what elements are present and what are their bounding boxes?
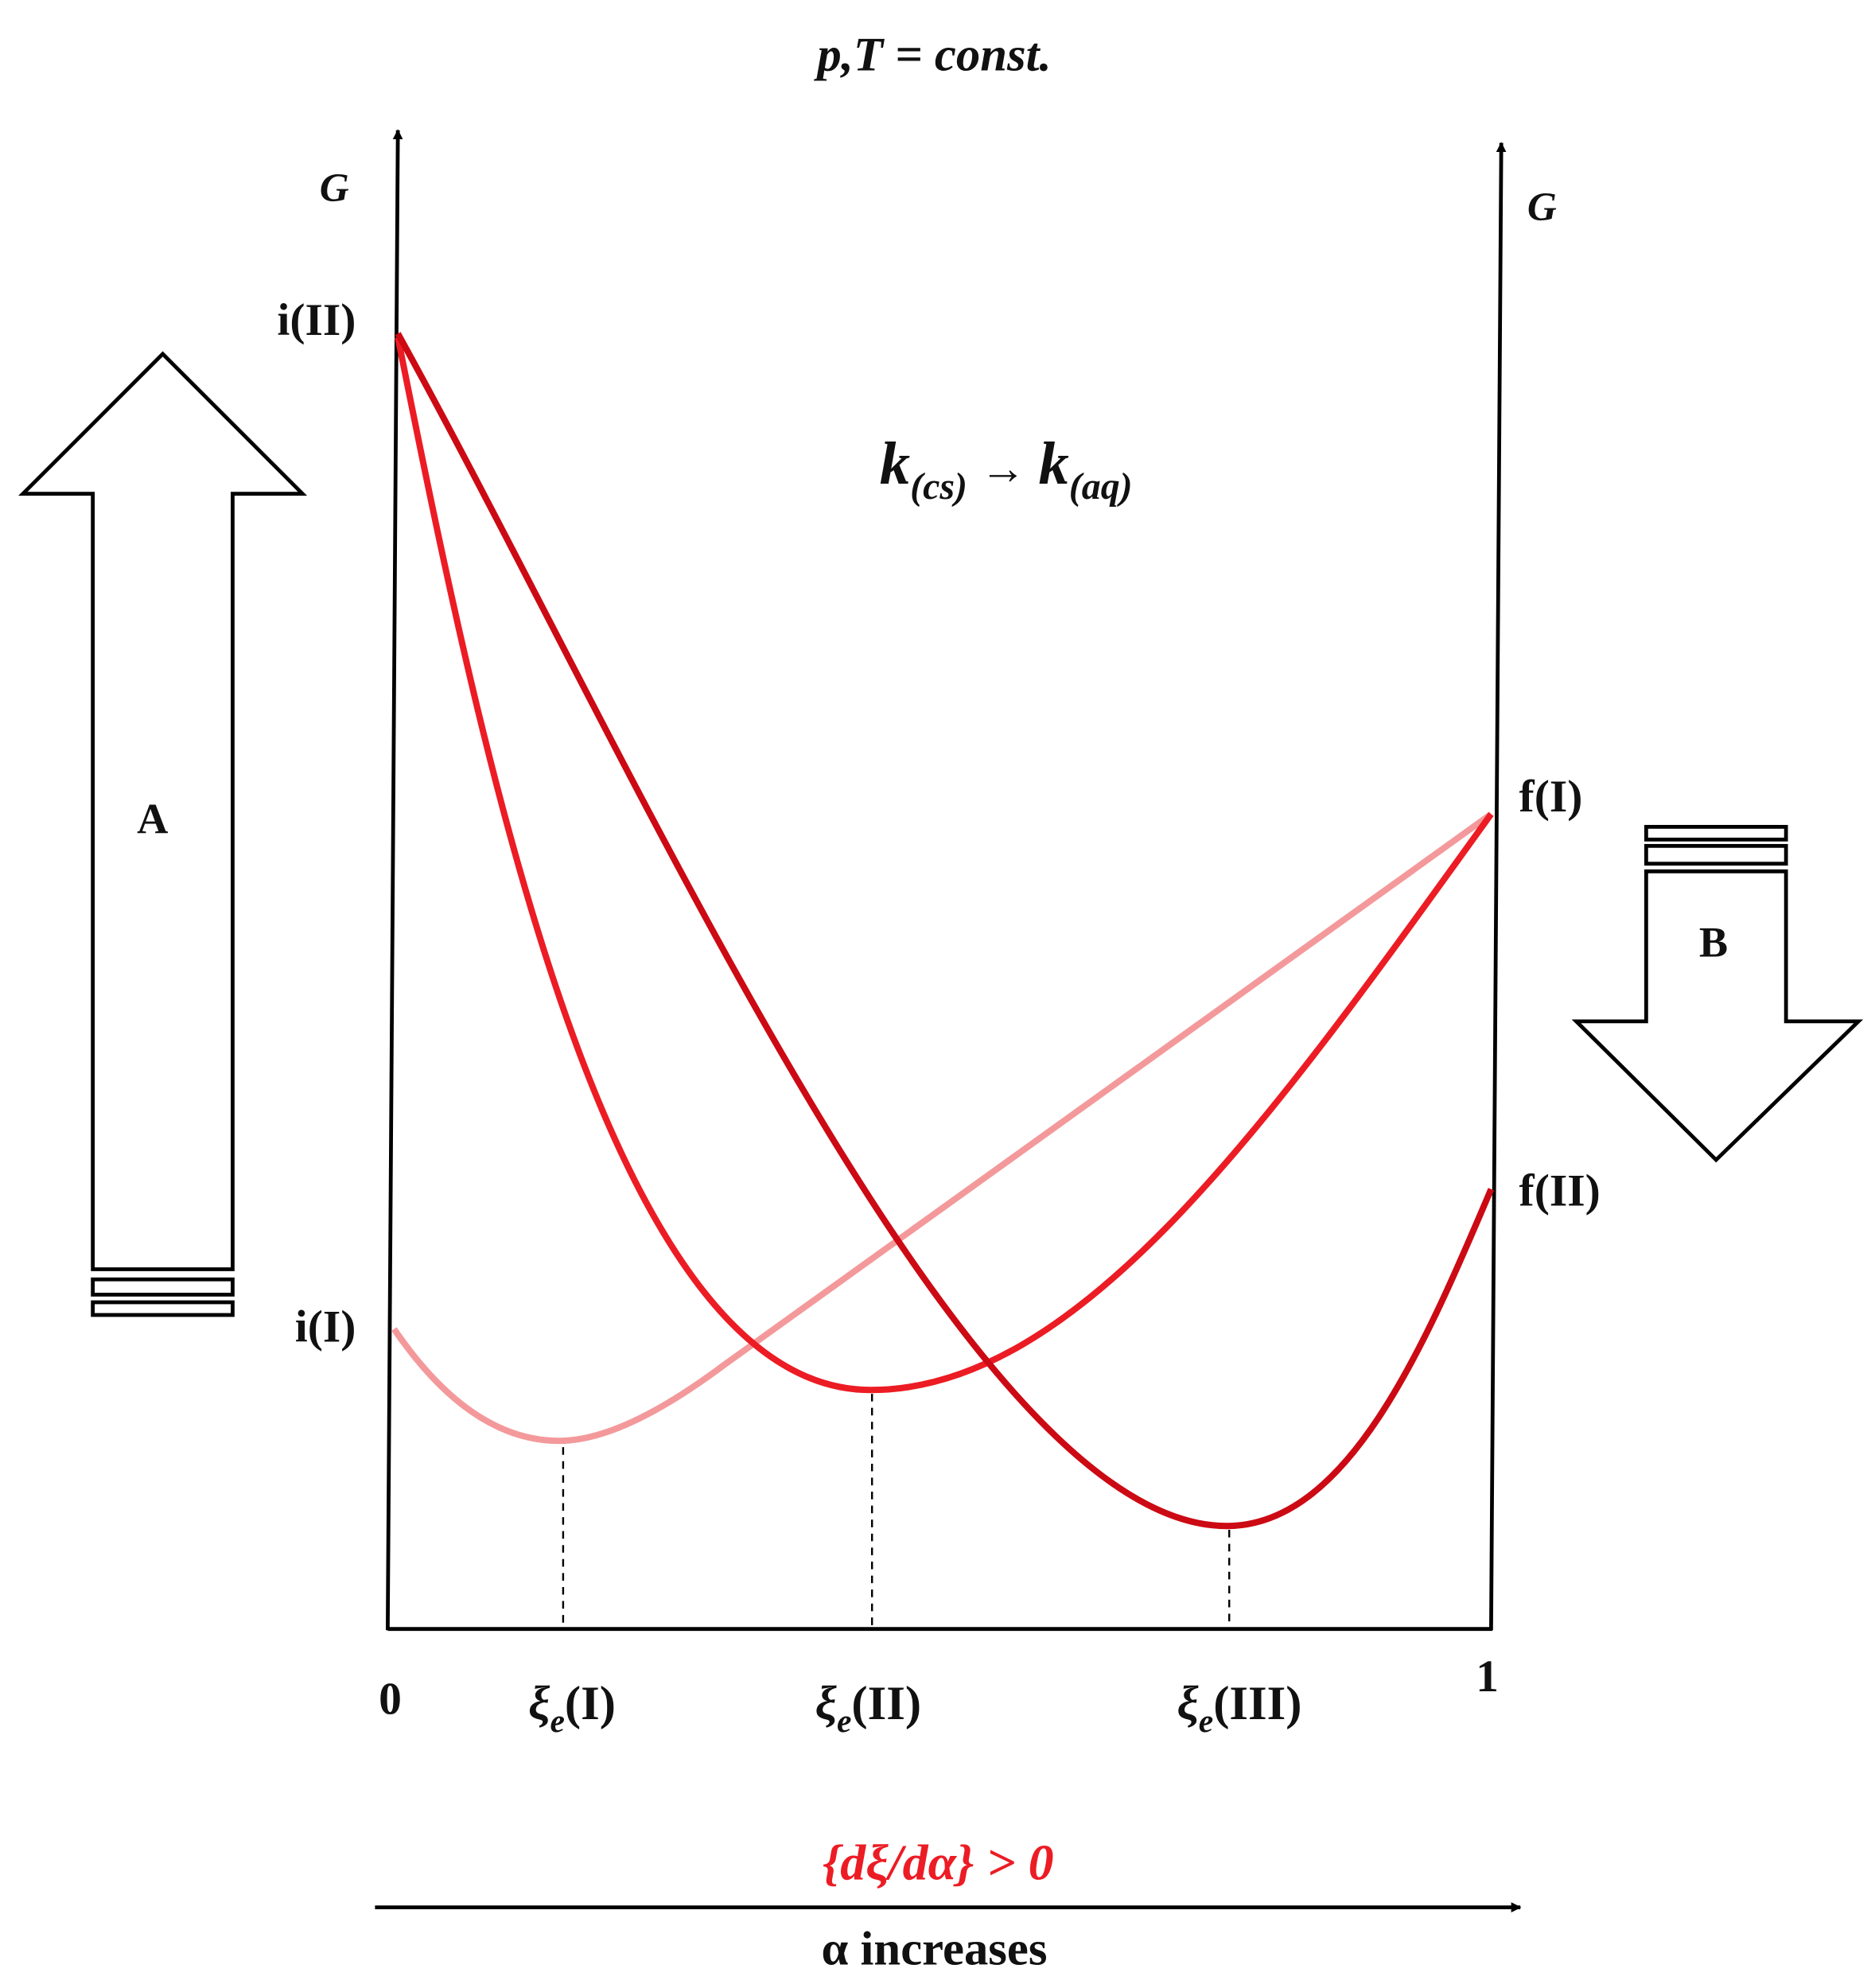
right-axis-label: G xyxy=(1527,185,1557,230)
xi-label: ξe(I) xyxy=(528,1677,616,1739)
xi-label: ξe(III) xyxy=(1177,1677,1301,1739)
arrow-b xyxy=(1571,824,1864,1163)
curve-light xyxy=(391,811,1493,1445)
equation: k(cs) → k(aq) xyxy=(880,430,1133,508)
x-end-label: 1 xyxy=(1476,1651,1499,1702)
footer-direction: α increases xyxy=(821,1923,1047,1976)
arrow-label: A xyxy=(137,795,168,842)
footer-condition: {dξ/dα} > 0 xyxy=(823,1834,1054,1890)
final-state-label: f(I) xyxy=(1519,772,1583,822)
text-part: e xyxy=(1199,1702,1213,1739)
initial-state-label: i(II) xyxy=(277,295,356,345)
condition-title: p,T = const. xyxy=(813,29,1051,82)
equilibrium-lines xyxy=(562,1394,1231,1628)
text-part: e xyxy=(837,1702,851,1739)
text-part: ξ xyxy=(1177,1677,1198,1730)
text-part: e xyxy=(550,1702,564,1739)
left-axis xyxy=(385,129,403,1631)
final-state-label: f(II) xyxy=(1519,1166,1601,1216)
arrow-a xyxy=(18,351,308,1317)
xi-label: ξe(II) xyxy=(815,1677,921,1739)
right-axis xyxy=(1489,142,1507,1631)
left-axis-label: G xyxy=(320,165,349,211)
equation-part: k xyxy=(1038,430,1068,497)
text-part: (II) xyxy=(851,1677,921,1730)
x-start-label: 0 xyxy=(379,1675,402,1725)
text-part: ξ xyxy=(815,1677,837,1730)
curve-dark xyxy=(395,332,1495,1530)
equation-part: k xyxy=(880,430,910,497)
curve-medium xyxy=(395,337,1494,1394)
text-part: (I) xyxy=(565,1677,616,1730)
text-part: ξ xyxy=(528,1677,550,1730)
equation-part: → xyxy=(980,444,1026,494)
equation-part: (cs) xyxy=(910,465,967,508)
initial-state-label: i(I) xyxy=(295,1302,356,1352)
arrow-label: B xyxy=(1699,918,1728,966)
text-part: (III) xyxy=(1213,1677,1301,1730)
equation-part: (aq) xyxy=(1069,465,1133,508)
